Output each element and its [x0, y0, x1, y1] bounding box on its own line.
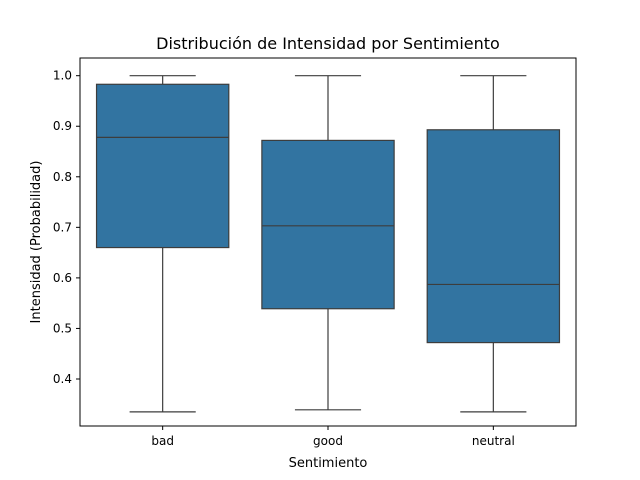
- y-tick-label: 0.4: [53, 372, 72, 386]
- y-tick-label: 1.0: [53, 69, 72, 83]
- box-good: [261, 139, 395, 310]
- box-bad: [95, 83, 230, 249]
- x-axis-label: Sentimiento: [289, 456, 368, 471]
- y-tick-label: 0.9: [53, 119, 72, 133]
- axes-frame: [79, 57, 577, 427]
- y-tick-label: 0.7: [53, 220, 72, 234]
- y-axis-label: Intensidad (Probabilidad): [29, 161, 44, 324]
- x-tick-label: neutral: [472, 434, 515, 448]
- box-neutral: [426, 129, 561, 344]
- chart-title: Distribución de Intensidad por Sentimien…: [156, 34, 500, 53]
- y-tick-label: 0.8: [53, 170, 72, 184]
- y-tick-label: 0.6: [53, 271, 72, 285]
- x-tick-label: good: [313, 434, 343, 448]
- x-tick-label: bad: [151, 434, 174, 448]
- y-tick-label: 0.5: [53, 321, 72, 335]
- plot-area: 0.4 0.5 0.6 0.7 0.8 0.9 1.0 bad good neutral: [53, 57, 577, 448]
